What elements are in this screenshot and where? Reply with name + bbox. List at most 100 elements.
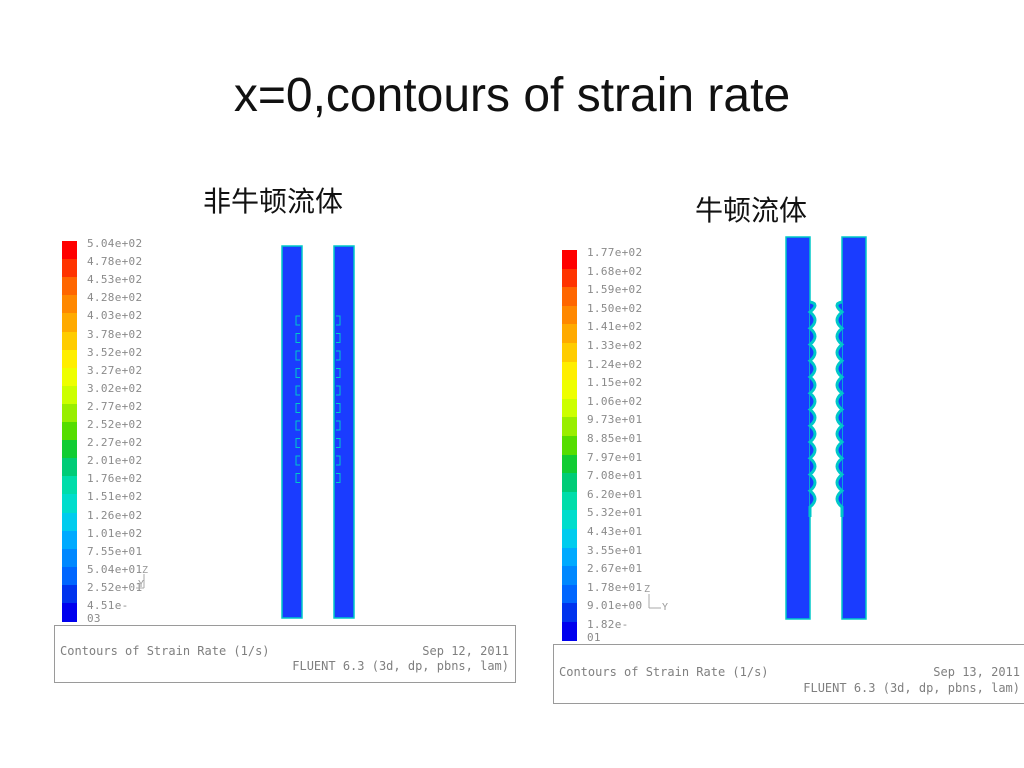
colorbar-label: 1.77e+02 <box>587 246 643 259</box>
wall-notch <box>295 315 300 326</box>
colorbar-swatch <box>562 361 577 381</box>
wall-notch <box>295 403 300 413</box>
footer-solver: FLUENT 6.3 (3d, dp, pbns, lam) <box>292 659 509 673</box>
wall-notch <box>336 438 341 448</box>
colorbar-label: 1.26e+02 <box>87 508 143 522</box>
channel-left-wall <box>785 236 811 620</box>
footer-title: Contours of Strain Rate (1/s) <box>60 644 270 658</box>
wall-notch <box>336 350 341 361</box>
wall-notch <box>336 473 341 483</box>
colorbar-label: 1.24e+02 <box>587 357 643 371</box>
slide-title: x=0,contours of strain rate <box>233 69 791 122</box>
colorbar-swatch <box>562 510 577 530</box>
colorbar-swatch <box>562 324 577 344</box>
colorbar-swatch <box>62 584 77 604</box>
contour-plot-non-newtonian <box>281 245 355 619</box>
footer-date: Sep 13, 2011 <box>933 665 1020 679</box>
colorbar-swatch <box>562 584 577 604</box>
wall-notch <box>336 420 341 431</box>
colorbar-label: 1.82e-01 <box>587 618 629 644</box>
colorbar-swatch <box>62 548 77 568</box>
colorbar-swatch <box>62 349 77 369</box>
colorbar-label: 4.28e+02 <box>87 291 143 305</box>
footer-date: Sep 12, 2011 <box>422 644 509 658</box>
channel-left-wall <box>281 245 303 619</box>
colorbar-swatch <box>562 343 577 363</box>
wall-notch <box>336 403 341 413</box>
colorbar-label: 1.59e+02 <box>587 283 643 297</box>
wall-notch <box>336 455 341 466</box>
colorbar-label: 3.78e+02 <box>87 327 143 341</box>
footer-box-newtonian: Contours of Strain Rate (1/s) Sep 13, 20… <box>553 644 1024 704</box>
colorbar-swatch <box>562 529 577 549</box>
colorbar-swatch <box>562 398 577 418</box>
footer-solver: FLUENT 6.3 (3d, dp, pbns, lam) <box>803 681 1020 695</box>
axis-y-label: Y <box>138 579 145 590</box>
colorbar-label: 5.32e+01 <box>587 506 643 520</box>
colorbar-swatch <box>62 259 77 278</box>
colorbar-label: 7.55e+01 <box>87 544 143 558</box>
colorbar-label: 4.51e-03 <box>87 599 129 625</box>
wall-notch <box>336 333 341 343</box>
colorbar-swatch <box>62 422 77 441</box>
colorbar-label: 9.73e+01 <box>587 413 643 427</box>
colorbar-label: 1.50e+02 <box>587 301 643 315</box>
heading-non-newtonian: 非牛顿流体 <box>203 185 344 218</box>
colorbar-swatch <box>62 440 77 459</box>
colorbar-swatch <box>62 512 77 532</box>
colorbar-label: 1.41e+02 <box>587 320 643 334</box>
colorbar-swatch <box>62 313 77 332</box>
colorbar-swatch <box>62 458 77 477</box>
colorbar-swatch <box>62 331 77 351</box>
colorbar-swatch <box>62 403 77 423</box>
colorbar-label: 2.52e+02 <box>87 418 143 431</box>
colorbar-swatch <box>562 547 577 567</box>
colorbar-swatch <box>62 295 77 314</box>
colorbar-label: 2.01e+02 <box>87 454 143 468</box>
colorbar-swatch <box>62 566 77 586</box>
colorbar-label: 3.52e+02 <box>87 345 143 359</box>
colorbar-label: 2.52e+01 <box>87 580 143 594</box>
wall-notches-right <box>336 315 341 483</box>
colorbar-label: 9.01e+00 <box>587 599 643 613</box>
colorbar-swatch <box>562 603 577 623</box>
colorbar-swatch <box>562 380 577 400</box>
colorbar-swatch <box>62 494 77 513</box>
colorbar-label: 4.53e+02 <box>87 273 143 287</box>
wall-notch <box>336 385 341 396</box>
colorbar-label: 1.33e+02 <box>587 339 643 352</box>
colorbar-label: 2.67e+01 <box>587 562 643 576</box>
wall-notches-left <box>295 315 300 483</box>
colorbar-label: 4.43e+01 <box>587 525 643 538</box>
wall-notch <box>295 350 300 361</box>
wall-notch <box>295 455 300 466</box>
wall-notch <box>295 333 300 343</box>
colorbar-swatch <box>562 287 577 307</box>
channel-right-wall <box>841 236 867 620</box>
colorbar-swatch <box>562 250 577 270</box>
colorbar-label: 7.97e+01 <box>587 450 643 464</box>
colorbar-swatch <box>62 476 77 495</box>
wall-notch <box>336 368 341 378</box>
wall-wave-left <box>807 300 817 517</box>
colorbar-swatch <box>562 454 577 474</box>
colorbar-swatch <box>62 241 77 260</box>
footer-box-non-newtonian: Contours of Strain Rate (1/s) Sep 12, 20… <box>54 625 516 683</box>
colorbar-label: 1.51e+02 <box>87 490 143 504</box>
wall-notch <box>295 368 300 378</box>
colorbar-label: 4.03e+02 <box>87 309 143 323</box>
colorbar-label: 1.15e+02 <box>587 376 643 390</box>
colorbar-swatch <box>562 473 577 493</box>
colorbar-swatch <box>562 305 577 325</box>
axis-y-label: Y <box>662 602 669 613</box>
axis-triad-icon <box>648 594 661 609</box>
colorbar-label: 1.06e+02 <box>587 394 643 408</box>
colorbar-swatch <box>562 622 577 642</box>
colorbar-swatch <box>62 385 77 405</box>
axis-z-label: Z <box>644 584 651 595</box>
colorbar-label: 3.02e+02 <box>87 381 143 395</box>
colorbar-label: 1.01e+02 <box>87 526 143 540</box>
wall-wave-right <box>835 300 845 517</box>
colorbar-label: 5.04e+02 <box>87 237 143 250</box>
heading-newtonian: 牛顿流体 <box>695 194 808 227</box>
